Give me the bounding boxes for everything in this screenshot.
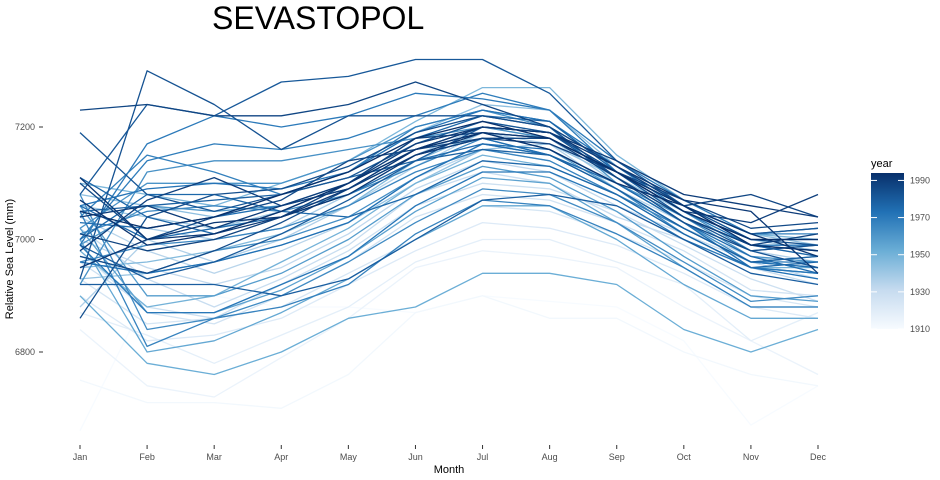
x-tick-label: Mar xyxy=(206,452,222,462)
y-tick-label: 7200 xyxy=(15,122,35,132)
x-tick-label: May xyxy=(340,452,358,462)
series-line-1973 xyxy=(79,143,819,280)
x-tick-label: Jul xyxy=(477,452,489,462)
series-line-1972 xyxy=(79,109,818,246)
colorbar xyxy=(871,173,904,329)
series-line-1932 xyxy=(79,160,819,286)
x-tick-label: Oct xyxy=(677,452,692,462)
x-tick-label: Apr xyxy=(274,452,288,462)
y-tick-label: 6800 xyxy=(15,347,35,357)
series-line-1921 xyxy=(79,221,819,342)
series-line-1989 xyxy=(79,137,819,252)
series-line-1990 xyxy=(79,126,819,229)
series-line-1976 xyxy=(79,160,819,269)
colorbar-tick-label: 1930 xyxy=(910,287,930,297)
series-line-1912 xyxy=(79,295,819,409)
series-lines xyxy=(79,58,819,432)
colorbar-tick-label: 1910 xyxy=(910,324,930,334)
y-tick-label: 7000 xyxy=(15,235,35,245)
series-line-1984 xyxy=(79,115,819,319)
series-line-1915 xyxy=(79,250,819,398)
series-line-1987 xyxy=(79,81,819,218)
colorbar-tick-label: 1970 xyxy=(910,213,930,223)
chart-title: SEVASTOPOL xyxy=(212,0,424,36)
series-line-1934 xyxy=(79,148,819,274)
series-line-1983 xyxy=(79,70,819,280)
year-colorbar-legend: year 1910 1930 1950 1970 1990 xyxy=(871,158,930,334)
x-tick-label: Feb xyxy=(139,452,155,462)
x-axis: Jan Feb Mar Apr May Jun Jul Aug Sep Oct Nov Dec xyxy=(73,445,827,462)
x-tick-label: Jun xyxy=(408,452,423,462)
legend-title: year xyxy=(871,158,893,170)
series-line-1910 xyxy=(79,295,819,432)
colorbar-ticks: 1910 1930 1950 1970 1990 xyxy=(871,175,930,334)
series-line-1918 xyxy=(79,238,819,364)
x-tick-label: Nov xyxy=(743,452,760,462)
series-line-1967 xyxy=(79,199,818,348)
series-line-1964 xyxy=(79,188,819,331)
x-axis-label: Month xyxy=(434,464,465,476)
series-line-1992 xyxy=(79,131,819,258)
colorbar-tick-label: 1950 xyxy=(910,250,930,260)
y-axis-label: Relative Sea Level (mm) xyxy=(4,199,16,319)
series-line-1991 xyxy=(79,126,819,274)
y-axis: 6800 7000 7200 xyxy=(15,122,43,357)
series-line-1978 xyxy=(79,148,819,263)
x-tick-label: Aug xyxy=(542,452,558,462)
series-line-1993 xyxy=(79,131,819,252)
colorbar-tick-label: 1990 xyxy=(910,175,930,185)
series-line-1982 xyxy=(79,120,819,269)
series-line-1994 xyxy=(79,120,818,241)
series-line-1970 xyxy=(79,92,819,246)
x-tick-label: Sep xyxy=(609,452,625,462)
x-tick-label: Jan xyxy=(73,452,88,462)
series-line-1971 xyxy=(79,171,819,314)
series-line-1979 xyxy=(80,193,819,297)
series-line-1954 xyxy=(79,205,818,353)
series-line-1975 xyxy=(79,143,819,274)
series-line-1952 xyxy=(79,272,819,376)
series-line-1958 xyxy=(79,165,819,303)
x-tick-label: Dec xyxy=(810,452,827,462)
